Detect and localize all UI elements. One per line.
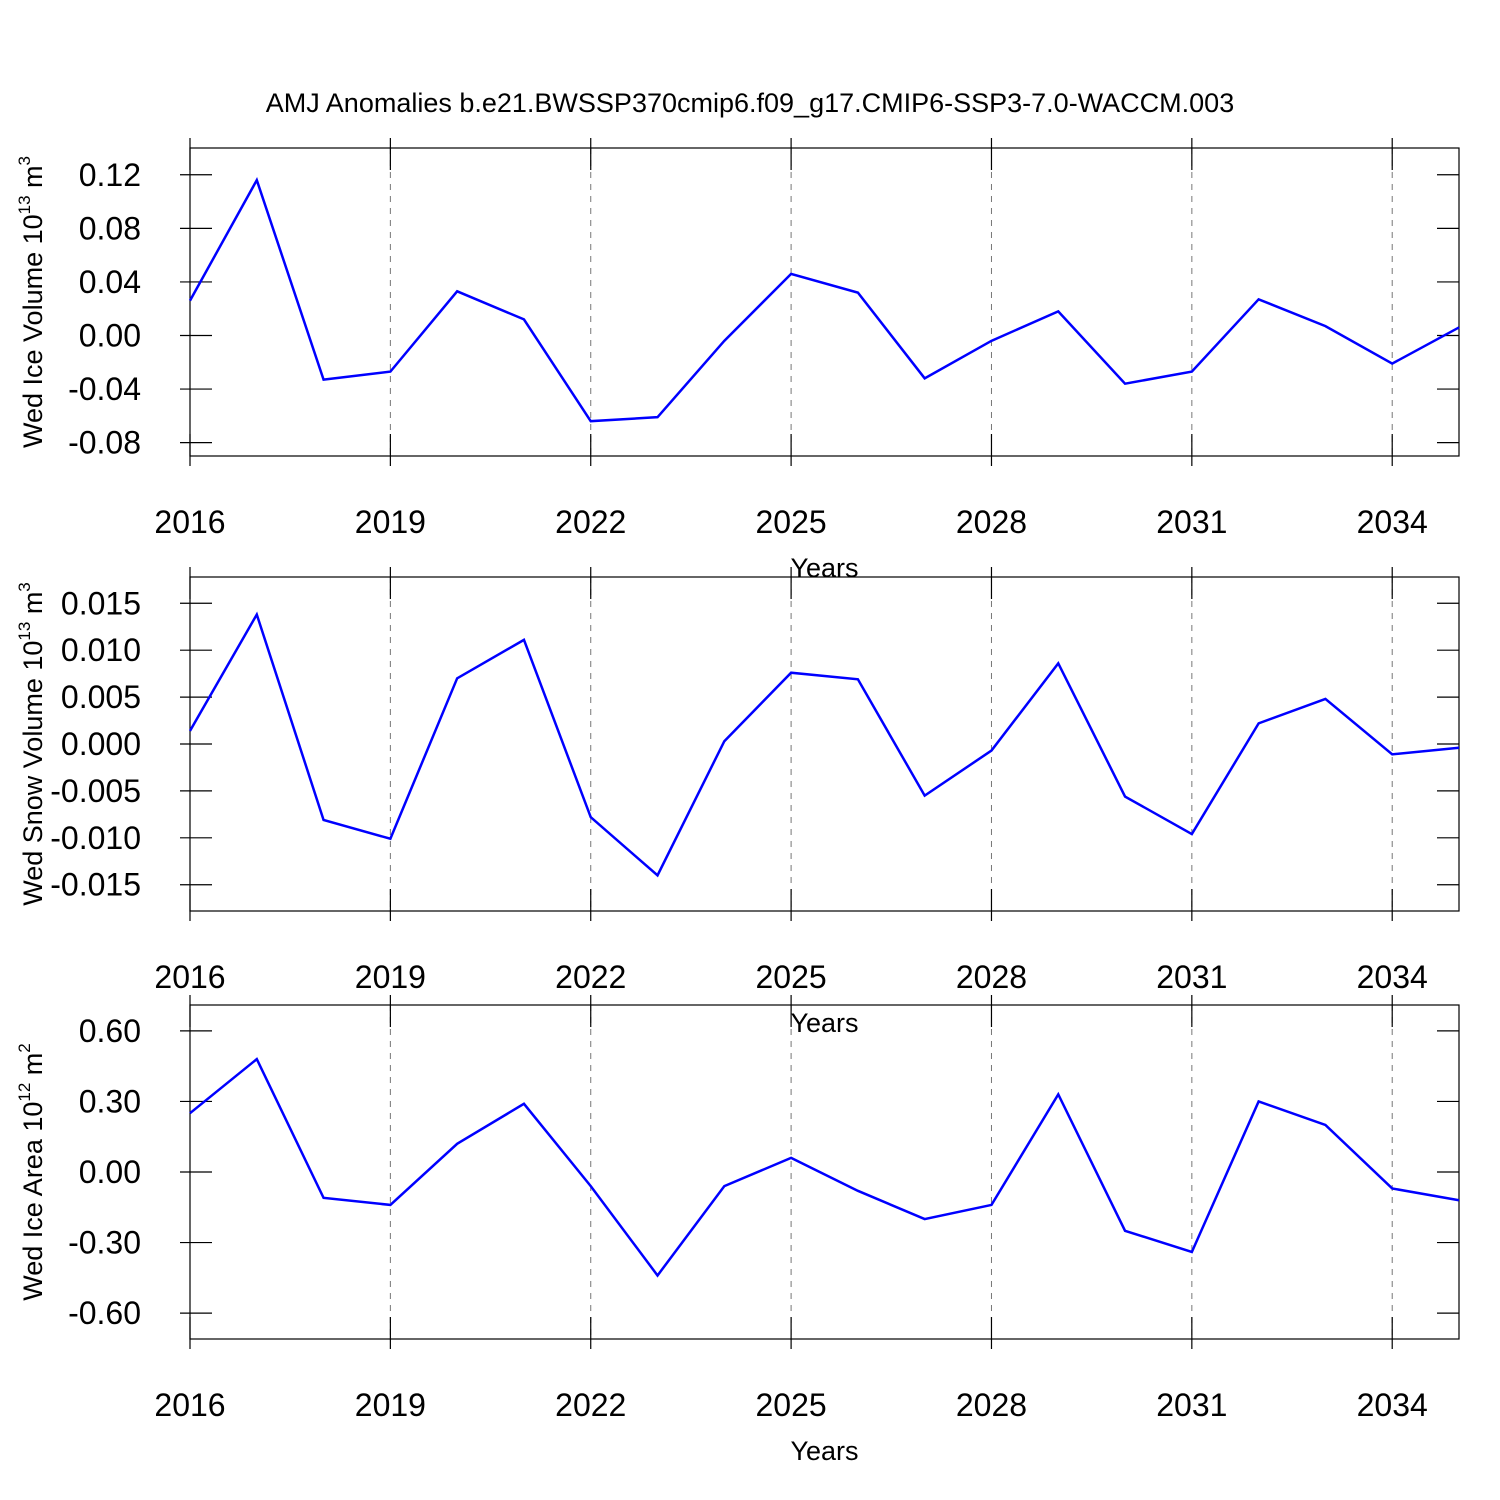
x-tick-label: 2028 — [956, 959, 1027, 995]
plot-frame — [189, 147, 1460, 457]
x-tick-label: 2019 — [355, 504, 426, 540]
y-axis-label-part: Wed Ice Area 10 — [18, 1102, 48, 1301]
y-axis-label: Wed Snow Volume 1013 m3 — [15, 582, 48, 906]
y-tick-label: -0.005 — [50, 773, 141, 809]
plot-frame — [189, 1004, 1460, 1340]
x-tick-label: 2034 — [1357, 504, 1428, 540]
y-axis-label-part: m — [18, 592, 48, 622]
data-line — [188, 177, 1460, 423]
y-axis-label-superscript: 3 — [15, 582, 34, 591]
x-tick-label: 2016 — [154, 1387, 225, 1423]
x-axis-label: Years — [790, 553, 858, 583]
y-axis-label-superscript: 13 — [15, 195, 34, 214]
y-tick-label: 0.015 — [61, 585, 141, 621]
y-tick-label: -0.010 — [50, 820, 141, 856]
y-axis-label-part: m — [18, 165, 48, 195]
panel: 2016 2019 2022 2025 2028 2031 2034 0.60 0.30 0.00… — [15, 995, 1460, 1466]
y-axis-label-superscript: 2 — [15, 1043, 34, 1052]
y-tick-label: 0.30 — [79, 1083, 141, 1119]
x-tick-label: 2025 — [756, 959, 827, 995]
y-tick-label: 0.00 — [79, 1154, 141, 1190]
y-tick-label: 0.000 — [61, 726, 141, 762]
y-axis-label: Wed Ice Area 1012 m2 — [15, 1043, 48, 1301]
y-tick-label: -0.60 — [68, 1295, 141, 1331]
x-tick-label: 2022 — [555, 504, 626, 540]
x-tick-label: 2019 — [355, 959, 426, 995]
y-tick-label: -0.30 — [68, 1225, 141, 1261]
y-axis-label-part: Wed Snow Volume 10 — [18, 641, 48, 906]
x-tick-label: 2022 — [555, 1387, 626, 1423]
x-axis-label: Years — [790, 1008, 858, 1038]
x-tick-label: 2031 — [1156, 504, 1227, 540]
x-tick-label: 2022 — [555, 959, 626, 995]
y-tick-label: 0.00 — [79, 317, 141, 353]
x-tick-label: 2034 — [1357, 959, 1428, 995]
y-axis-label-superscript: 12 — [15, 1083, 34, 1102]
y-axis-label: Wed Ice Volume 1013 m3 — [15, 156, 48, 448]
figure-title: AMJ Anomalies b.e21.BWSSP370cmip6.f09_g1… — [266, 88, 1234, 118]
x-tick-label: 2016 — [154, 504, 225, 540]
x-tick-label: 2034 — [1357, 1387, 1428, 1423]
y-tick-label: 0.08 — [79, 210, 141, 246]
data-line — [189, 1057, 1460, 1278]
x-tick-label: 2031 — [1156, 959, 1227, 995]
panel: 2016 2019 2022 2025 2028 2031 2034 0.015 0.010 0.… — [15, 567, 1460, 1038]
x-tick-label: 2025 — [756, 504, 827, 540]
y-axis-label-part: m — [18, 1053, 48, 1083]
x-tick-label: 2025 — [756, 1387, 827, 1423]
x-tick-label: 2019 — [355, 1387, 426, 1423]
y-tick-label: 0.60 — [79, 1013, 141, 1049]
y-axis-label-part: Wed Ice Volume 10 — [18, 214, 48, 448]
y-tick-label: 0.010 — [61, 632, 141, 668]
x-tick-label: 2028 — [956, 1387, 1027, 1423]
panel: 2016 2019 2022 2025 2028 2031 2034 0.12 0.08 0.04… — [15, 138, 1460, 583]
x-tick-label: 2028 — [956, 504, 1027, 540]
x-axis-label: Years — [790, 1436, 858, 1466]
x-tick-label: 2016 — [154, 959, 225, 995]
y-tick-label: 0.04 — [79, 264, 141, 300]
y-axis-label-superscript: 13 — [15, 622, 34, 641]
y-axis-label-superscript: 3 — [15, 156, 34, 165]
y-tick-label: -0.04 — [68, 371, 141, 407]
y-tick-label: -0.015 — [50, 867, 141, 903]
y-tick-label: 0.005 — [61, 679, 141, 715]
data-line — [188, 611, 1460, 878]
plot-frame — [189, 576, 1460, 912]
y-tick-label: -0.08 — [68, 425, 141, 461]
x-tick-label: 2031 — [1156, 1387, 1227, 1423]
y-tick-label: 0.12 — [79, 157, 141, 193]
